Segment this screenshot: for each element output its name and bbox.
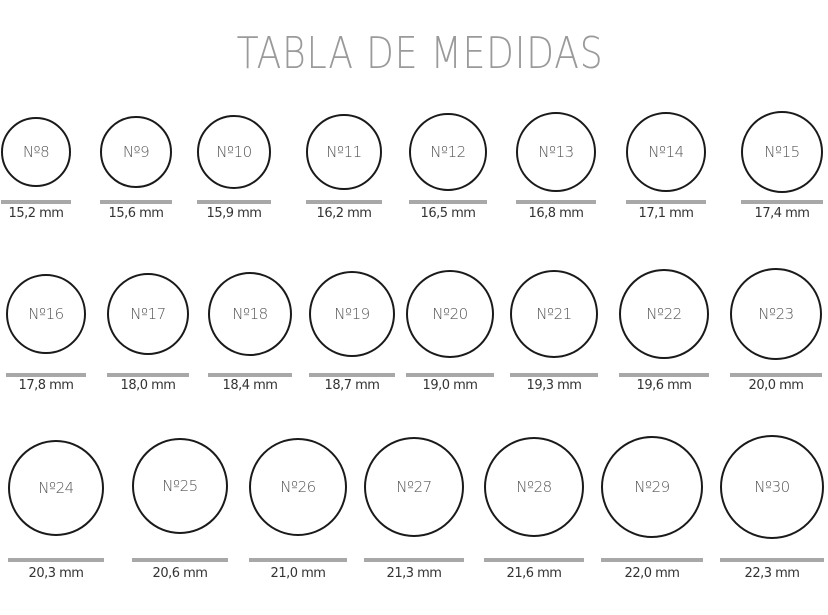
diameter-bar xyxy=(516,200,596,204)
ring-circle: Nº22 xyxy=(619,269,709,359)
diameter-bar xyxy=(132,558,228,562)
ring-circle: Nº8 xyxy=(1,117,71,187)
ring-size-label: Nº29 xyxy=(634,478,670,496)
diameter-label: 22,3 mm xyxy=(744,566,800,581)
diameter-bar xyxy=(309,373,395,377)
ring-size-label: Nº20 xyxy=(432,305,468,323)
diameter-label: 20,6 mm xyxy=(152,566,208,581)
diameter-bar xyxy=(730,373,822,377)
ring-circle: Nº27 xyxy=(364,437,464,537)
diameter-label: 15,2 mm xyxy=(8,206,64,221)
diameter-bar xyxy=(6,373,86,377)
diameter-bar xyxy=(409,200,487,204)
ring-circle: Nº11 xyxy=(306,114,382,190)
ring-circle: Nº10 xyxy=(197,115,271,189)
diameter-bar xyxy=(107,373,189,377)
ring-size-label: Nº30 xyxy=(754,478,790,496)
ring-size-label: Nº26 xyxy=(280,478,316,496)
diameter-label: 21,0 mm xyxy=(270,566,326,581)
ring-circle: Nº17 xyxy=(107,273,189,355)
diameter-label: 15,9 mm xyxy=(206,206,262,221)
diameter-label: 20,3 mm xyxy=(28,566,84,581)
ring-size-label: Nº15 xyxy=(764,143,800,161)
ring-size-label: Nº25 xyxy=(162,477,198,495)
ring-circle: Nº13 xyxy=(516,112,596,192)
page-title: TABLA DE MEDIDAS xyxy=(236,28,604,79)
ring-circle: Nº16 xyxy=(6,274,86,354)
ring-size-label: Nº21 xyxy=(536,305,572,323)
diameter-label: 17,1 mm xyxy=(638,206,694,221)
ring-circle: Nº23 xyxy=(730,268,822,360)
diameter-bar xyxy=(8,558,104,562)
diameter-bar xyxy=(406,373,494,377)
diameter-label: 17,8 mm xyxy=(18,378,74,393)
diameter-bar xyxy=(741,200,823,204)
ring-size-label: Nº12 xyxy=(430,143,466,161)
diameter-label: 15,6 mm xyxy=(108,206,164,221)
ring-circle: Nº21 xyxy=(510,270,598,358)
diameter-bar xyxy=(619,373,709,377)
diameter-label: 21,6 mm xyxy=(506,566,562,581)
diameter-bar xyxy=(720,558,824,562)
diameter-label: 16,2 mm xyxy=(316,206,372,221)
diameter-bar xyxy=(306,200,382,204)
diameter-label: 21,3 mm xyxy=(386,566,442,581)
ring-size-label: Nº13 xyxy=(538,143,574,161)
diameter-label: 18,0 mm xyxy=(120,378,176,393)
diameter-label: 16,5 mm xyxy=(420,206,476,221)
ring-size-label: Nº23 xyxy=(758,305,794,323)
diameter-bar xyxy=(484,558,584,562)
diameter-label: 19,6 mm xyxy=(636,378,692,393)
ring-circle: Nº26 xyxy=(249,438,347,536)
ring-size-label: Nº10 xyxy=(216,143,252,161)
ring-size-label: Nº24 xyxy=(38,479,74,497)
diameter-bar xyxy=(208,373,292,377)
diameter-bar xyxy=(197,200,271,204)
ring-size-label: Nº18 xyxy=(232,305,268,323)
ring-circle: Nº24 xyxy=(8,440,104,536)
ring-circle: Nº9 xyxy=(100,116,172,188)
diameter-label: 20,0 mm xyxy=(748,378,804,393)
ring-circle: Nº12 xyxy=(409,113,487,191)
diameter-bar xyxy=(249,558,347,562)
ring-circle: Nº19 xyxy=(309,271,395,357)
ring-size-label: Nº11 xyxy=(326,143,362,161)
ring-size-label: Nº14 xyxy=(648,143,684,161)
ring-size-label: Nº17 xyxy=(130,305,166,323)
ring-size-label: Nº8 xyxy=(22,143,50,161)
ring-circle: Nº29 xyxy=(601,436,703,538)
ring-circle: Nº25 xyxy=(132,438,228,534)
diameter-label: 16,8 mm xyxy=(528,206,584,221)
diameter-bar xyxy=(100,200,172,204)
ring-circle: Nº20 xyxy=(406,270,494,358)
ring-size-label: Nº9 xyxy=(122,143,150,161)
ring-size-label: Nº28 xyxy=(516,478,552,496)
diameter-label: 18,4 mm xyxy=(222,378,278,393)
diameter-bar xyxy=(601,558,703,562)
diameter-label: 18,7 mm xyxy=(324,378,380,393)
ring-circle: Nº28 xyxy=(484,437,584,537)
ring-circle: Nº15 xyxy=(741,111,823,193)
diameter-label: 22,0 mm xyxy=(624,566,680,581)
diameter-label: 17,4 mm xyxy=(754,206,810,221)
diameter-bar xyxy=(626,200,706,204)
ring-size-label: Nº27 xyxy=(396,478,432,496)
ring-size-label: Nº22 xyxy=(646,305,682,323)
diameter-label: 19,3 mm xyxy=(526,378,582,393)
ring-circle: Nº30 xyxy=(720,435,824,539)
diameter-bar xyxy=(510,373,598,377)
ring-circle: Nº14 xyxy=(626,112,706,192)
ring-size-label: Nº16 xyxy=(28,305,64,323)
diameter-bar xyxy=(364,558,464,562)
ring-size-label: Nº19 xyxy=(334,305,370,323)
diameter-label: 19,0 mm xyxy=(422,378,478,393)
ring-circle: Nº18 xyxy=(208,272,292,356)
diameter-bar xyxy=(1,200,71,204)
